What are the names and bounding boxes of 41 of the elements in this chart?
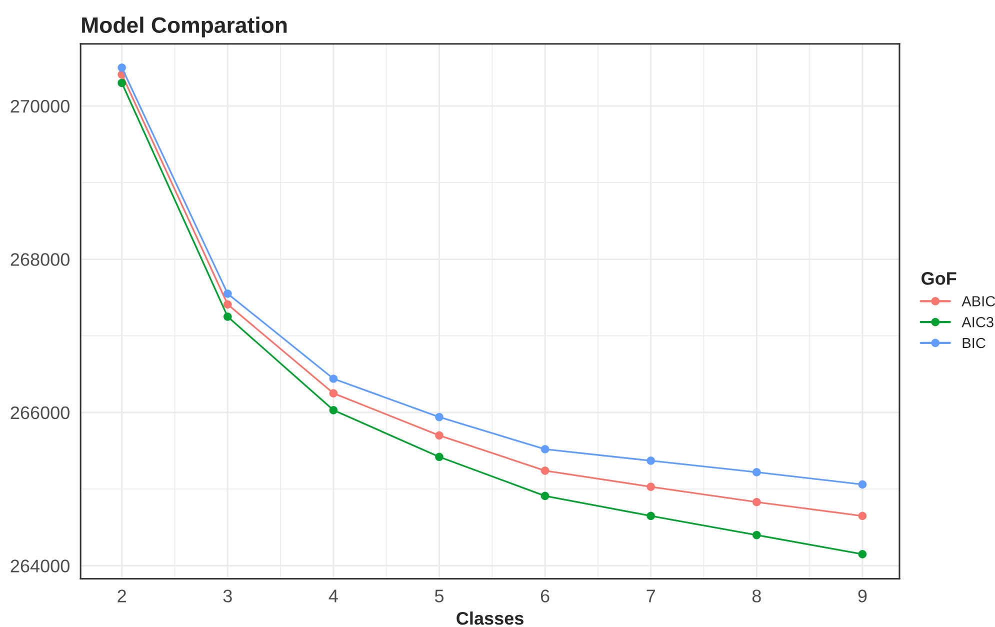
point	[118, 78, 126, 88]
x-tick-label: 6	[540, 590, 550, 602]
x-tick-label: 4	[328, 590, 338, 602]
point	[540, 492, 550, 500]
point	[858, 480, 867, 489]
point	[118, 63, 126, 72]
x-tick-label: 8	[752, 590, 761, 602]
point	[858, 550, 867, 558]
x-axis-title: Classes	[456, 612, 524, 625]
point	[646, 512, 656, 520]
x-tick-label: 2	[118, 590, 126, 602]
x-tick-label: 3	[223, 590, 232, 602]
y-tick-label: 266000	[10, 406, 70, 420]
point	[858, 512, 867, 520]
y-tick-label: 264000	[10, 560, 70, 572]
chart-title: Model Comparation	[82, 16, 287, 38]
legend-label: BIC	[962, 338, 986, 348]
point	[540, 445, 550, 454]
point	[752, 498, 761, 506]
point	[752, 468, 761, 476]
x-tick-label: 9	[858, 590, 867, 602]
x-tick-label: 5	[434, 590, 444, 602]
x-tick-label: 7	[646, 590, 655, 602]
point	[435, 452, 444, 462]
point	[646, 482, 656, 491]
legend-title: GoF	[922, 272, 956, 285]
point	[752, 530, 761, 540]
point	[329, 389, 338, 398]
point	[435, 431, 444, 440]
legend-label: AIC3	[962, 316, 994, 328]
y-tick-label: 268000	[10, 253, 70, 266]
legend-label: ABIC	[962, 296, 995, 306]
point	[540, 466, 550, 475]
point	[435, 412, 444, 422]
y-tick-label: 270000	[10, 100, 70, 113]
point	[329, 374, 338, 383]
point	[223, 300, 232, 309]
point	[223, 290, 232, 298]
point	[223, 312, 232, 321]
point	[329, 406, 338, 414]
point	[646, 456, 656, 465]
